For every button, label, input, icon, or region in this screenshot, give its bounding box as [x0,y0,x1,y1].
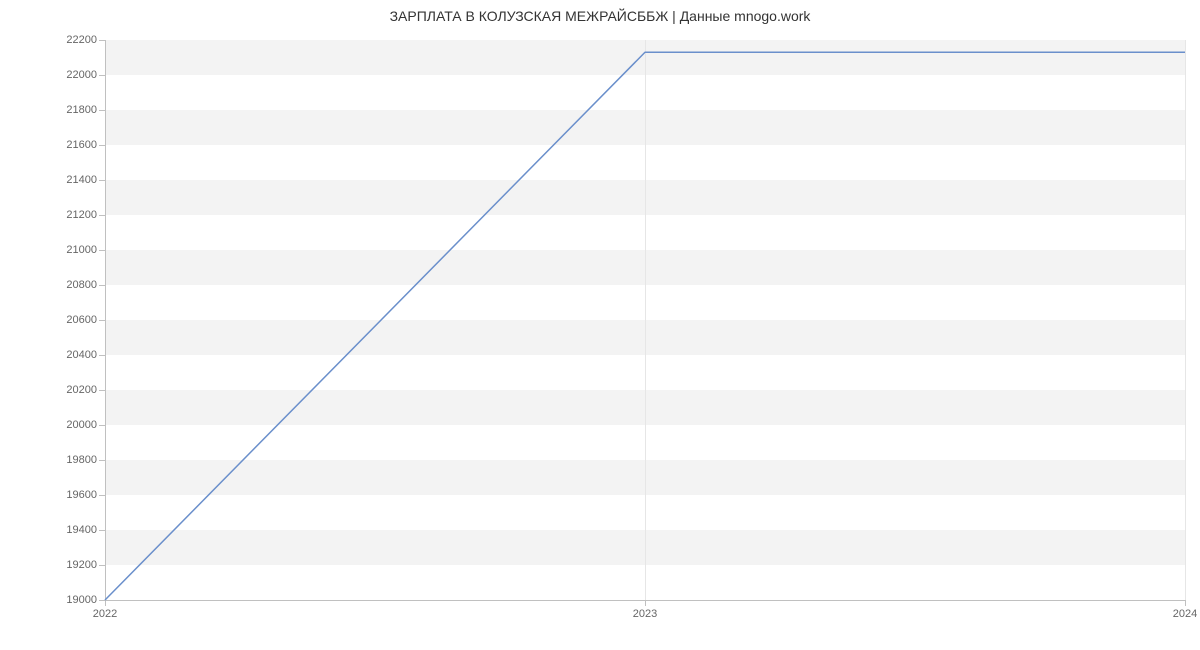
y-tick-label: 22000 [66,69,97,81]
plot-area: 1900019200194001960019800200002020020400… [105,40,1185,600]
x-tick-mark [1185,600,1186,606]
x-tick-label: 2023 [633,608,657,620]
x-grid-line [1185,40,1186,600]
y-tick-label: 21200 [66,209,97,221]
y-tick-label: 21600 [66,139,97,151]
x-tick-mark [645,600,646,606]
x-tick-label: 2022 [93,608,117,620]
y-tick-label: 19000 [66,594,97,606]
y-tick-label: 19800 [66,454,97,466]
x-tick-mark [105,600,106,606]
y-tick-label: 21400 [66,174,97,186]
y-tick-label: 20000 [66,419,97,431]
y-tick-label: 21800 [66,104,97,116]
y-tick-label: 20800 [66,279,97,291]
salary-chart: ЗАРПЛАТА В КОЛУЗСКАЯ МЕЖРАЙСББЖ | Данные… [0,0,1200,650]
y-tick-label: 19600 [66,489,97,501]
y-tick-label: 21000 [66,244,97,256]
y-tick-label: 22200 [66,34,97,46]
chart-title: ЗАРПЛАТА В КОЛУЗСКАЯ МЕЖРАЙСББЖ | Данные… [0,8,1200,24]
y-tick-label: 19400 [66,524,97,536]
y-tick-label: 19200 [66,559,97,571]
y-tick-label: 20600 [66,314,97,326]
salary-line [105,52,1185,600]
line-layer [105,40,1185,600]
x-tick-label: 2024 [1173,608,1197,620]
y-tick-label: 20400 [66,349,97,361]
y-tick-label: 20200 [66,384,97,396]
